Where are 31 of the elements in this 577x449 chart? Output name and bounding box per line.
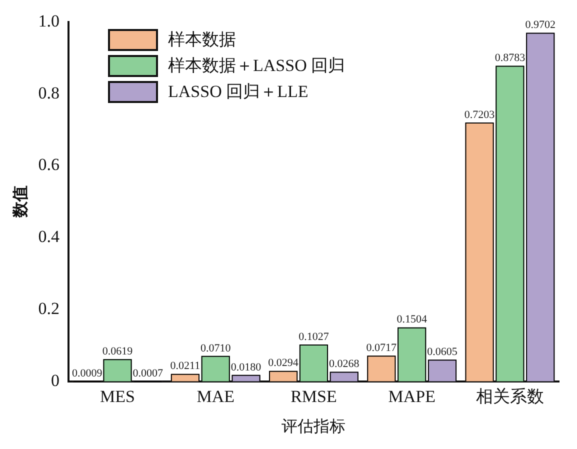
- y-tick-label: 0.8: [38, 83, 60, 102]
- data-label: 0.0007: [132, 368, 164, 380]
- data-label: 0.0619: [102, 346, 134, 358]
- y-tick-label: 1.0: [38, 11, 60, 30]
- y-tick-label: 0.6: [38, 155, 60, 174]
- data-label: 0.9702: [525, 19, 556, 32]
- data-label: 0.0710: [200, 342, 232, 354]
- data-label: 0.7203: [464, 108, 496, 121]
- y-tick-label: 0.2: [38, 298, 60, 318]
- legend-label: 样本数据＋LASSO 回归: [168, 55, 346, 77]
- x-axis-title: 评估指标: [282, 418, 346, 436]
- legend-label: 样本数据: [168, 29, 236, 51]
- y-axis-title: 数值: [12, 186, 30, 219]
- x-tick-label: RMSE: [290, 387, 337, 406]
- x-tick-label: 相关系数: [476, 387, 544, 406]
- data-label: 0.0294: [268, 357, 299, 370]
- data-label: 0.1027: [298, 330, 330, 343]
- data-label: 0.1504: [396, 314, 428, 326]
- data-label: 0.0717: [366, 342, 398, 354]
- data-label: 0.0180: [230, 361, 262, 374]
- x-tick-label: MAPE: [388, 387, 436, 406]
- data-label: 0.8783: [494, 52, 526, 64]
- data-label: 0.0605: [427, 346, 458, 358]
- x-tick-label: MAE: [196, 387, 235, 406]
- x-tick-label: MES: [100, 387, 135, 406]
- data-label: 0.0211: [170, 360, 200, 372]
- y-tick-label: 0: [50, 370, 60, 390]
- data-label: 0.0009: [72, 367, 103, 380]
- data-label: 0.0268: [329, 358, 360, 370]
- y-tick-label: 0.4: [38, 227, 60, 246]
- legend-label: LASSO 回归＋LLE: [168, 81, 308, 103]
